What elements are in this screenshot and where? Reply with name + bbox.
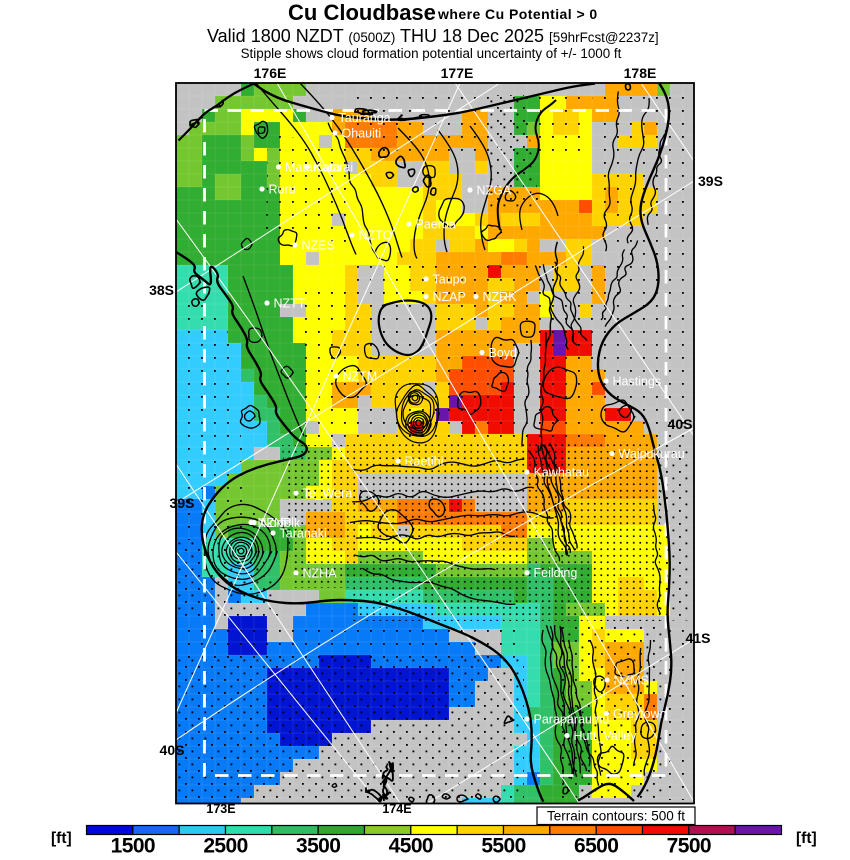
svg-text:4500: 4500: [389, 835, 433, 858]
svg-text:Terrain contours: 500 ft: Terrain contours: 500 ft: [547, 809, 685, 824]
svg-text:Taranaki: Taranaki: [280, 526, 327, 540]
svg-text:[ft]: [ft]: [51, 830, 72, 847]
svg-text:NZMS: NZMS: [614, 673, 649, 687]
svg-text:174E: 174E: [382, 802, 411, 816]
svg-text:1500: 1500: [111, 835, 155, 858]
svg-text:NZTM: NZTM: [343, 369, 378, 383]
svg-text:6500: 6500: [574, 835, 618, 858]
svg-text:Ruru: Ruru: [269, 182, 296, 196]
svg-text:Hastings: Hastings: [613, 374, 662, 388]
svg-text:Katarai: Katarai: [314, 160, 354, 174]
svg-text:Paeroa: Paeroa: [416, 217, 456, 231]
svg-text:173E: 173E: [206, 802, 235, 816]
svg-text:Matamata: Matamata: [285, 160, 341, 174]
svg-text:Stipple shows cloud formation: Stipple shows cloud formation potential …: [241, 46, 622, 61]
svg-text:where Cu Potential > 0: where Cu Potential > 0: [437, 6, 598, 22]
svg-text:2500: 2500: [203, 835, 247, 858]
svg-text:NZNP: NZNP: [258, 516, 292, 530]
svg-text:40S: 40S: [668, 416, 693, 432]
svg-text:Cu Cloudbase: Cu Cloudbase: [288, 0, 436, 25]
svg-text:176E: 176E: [254, 65, 287, 81]
svg-text:NZGA: NZGA: [477, 183, 512, 197]
svg-text:5500: 5500: [481, 835, 525, 858]
svg-text:NZHA: NZHA: [303, 566, 338, 580]
svg-text:178E: 178E: [624, 65, 657, 81]
svg-text:Tauranga: Tauranga: [339, 111, 391, 125]
svg-text:NZTO: NZTO: [359, 228, 393, 242]
svg-text:Valid 1800 NZDT (0500Z) THU 18: Valid 1800 NZDT (0500Z) THU 18 Dec 2025 …: [207, 26, 659, 46]
svg-text:Norfolk: Norfolk: [261, 516, 301, 530]
svg-text:Boyd: Boyd: [489, 346, 518, 360]
svg-text:NZRK: NZRK: [483, 290, 518, 304]
svg-text:NZES: NZES: [302, 238, 335, 252]
svg-text:NZTT: NZTT: [274, 296, 306, 310]
svg-text:3500: 3500: [296, 835, 340, 858]
svg-text:39S: 39S: [698, 173, 723, 189]
svg-text:[ft]: [ft]: [796, 830, 817, 847]
svg-text:NZAP: NZAP: [433, 290, 466, 304]
svg-text:40S: 40S: [160, 742, 185, 758]
svg-text:Raetihi: Raetihi: [405, 454, 444, 468]
svg-text:Ohauiti: Ohauiti: [342, 126, 382, 140]
svg-text:Hutt_Valley: Hutt_Valley: [574, 729, 638, 743]
svg-text:39S: 39S: [170, 495, 195, 511]
svg-text:41S: 41S: [686, 630, 711, 646]
svg-text:177E: 177E: [441, 65, 474, 81]
svg-text:38S: 38S: [149, 282, 174, 298]
svg-text:Kawhatau: Kawhatau: [534, 465, 590, 479]
svg-text:Feilding: Feilding: [534, 566, 578, 580]
svg-text:Taupo: Taupo: [433, 272, 467, 286]
svg-text:Greytown: Greytown: [613, 707, 667, 721]
svg-text:Paraparaumu: Paraparaumu: [534, 712, 610, 726]
svg-text:Te_Wera: Te_Wera: [303, 486, 353, 500]
svg-text:Waipukurau: Waipukurau: [619, 447, 685, 461]
svg-text:7500: 7500: [667, 835, 711, 858]
